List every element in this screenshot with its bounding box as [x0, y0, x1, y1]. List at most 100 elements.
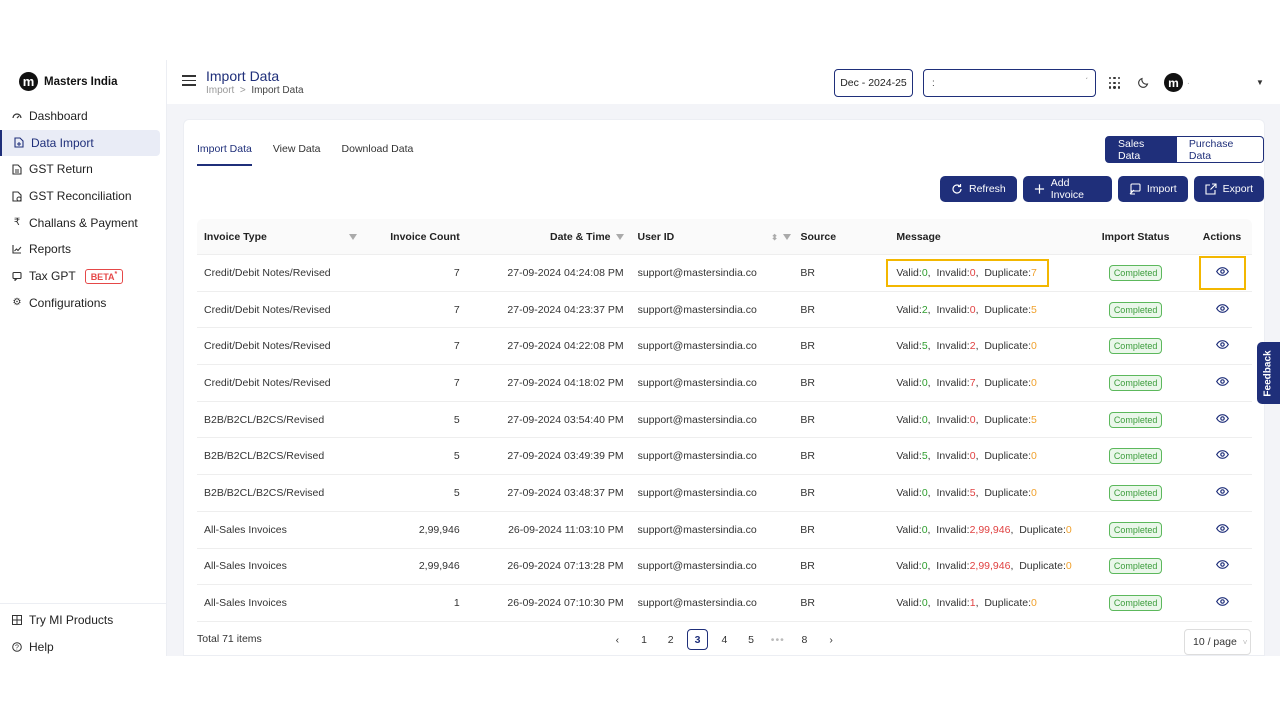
page-1[interactable]: 1 — [641, 633, 647, 646]
add-invoice-button[interactable]: Add Invoice — [1022, 176, 1112, 202]
refresh-button[interactable]: Refresh — [940, 176, 1017, 202]
valid-count: 0 — [921, 523, 928, 536]
view-eye-icon[interactable] — [1201, 368, 1244, 398]
sidebar-item-tax-gpt[interactable]: Tax GPT BETA* — [0, 263, 160, 289]
import-card: Import Data View Data Download Data Sale… — [183, 119, 1265, 656]
sidebar-item-label: Try MI Products — [29, 612, 114, 627]
duplicate-label: Duplicate: — [984, 597, 1032, 610]
cell-invoice-type: All-Sales Invoices — [204, 597, 287, 610]
page-4[interactable]: 4 — [721, 633, 728, 646]
status-badge: Completed — [1108, 595, 1163, 612]
status-badge: Completed — [1108, 484, 1163, 501]
cell-import-status: Completed — [1079, 264, 1192, 281]
cell-message: Valid:5, Invalid:2, Duplicate:0 — [889, 334, 1079, 358]
breadcrumb-import[interactable]: Import — [206, 85, 235, 96]
page-8[interactable]: 8 — [801, 633, 808, 646]
cell-user-id: support@mastersindia.co — [637, 413, 757, 426]
view-eye-icon[interactable] — [1201, 588, 1244, 618]
tab-download-data[interactable]: Download Data — [341, 143, 414, 155]
view-eye-icon[interactable] — [1201, 478, 1244, 508]
sidebar-item-gst-return[interactable]: GST Return — [0, 156, 160, 182]
valid-label: Valid: — [896, 303, 922, 316]
gstin-select[interactable]: : ˊ — [923, 69, 1096, 97]
breadcrumb-current: Import Data — [251, 85, 304, 96]
breadcrumb: Import > Import Data — [206, 85, 304, 96]
sidebar-item-help[interactable]: ? Help — [0, 634, 160, 661]
sidebar-item-label: GST Return — [29, 162, 93, 177]
status-badge: Completed — [1108, 521, 1163, 538]
sidebar-item-data-import[interactable]: Data Import — [0, 129, 160, 156]
sidebar-item-configurations[interactable]: ⚙ Configurations — [0, 290, 160, 316]
cell-message: Valid:0, Invalid:0, Duplicate:7 — [886, 258, 1079, 287]
period-select[interactable]: Dec - 2024-25 — [834, 69, 913, 97]
menu-toggle-icon[interactable] — [182, 75, 196, 89]
sales-data-button[interactable]: Sales Data — [1105, 136, 1177, 163]
page-3-current[interactable]: 3 — [687, 629, 709, 650]
header-invoice-type: Invoice Type — [197, 231, 357, 243]
invalid-label: Invalid: — [936, 597, 970, 610]
next-page-icon[interactable]: › — [829, 633, 833, 646]
avatar[interactable]: m — [1164, 73, 1183, 92]
sidebar-item-dashboard[interactable]: Dashboard — [0, 103, 160, 129]
sidebar-item-try-mi-products[interactable]: Try MI Products — [0, 606, 160, 633]
header-label: User ID — [637, 230, 675, 243]
valid-count: 0 — [921, 413, 928, 426]
sidebar-item-label: Data Import — [31, 135, 94, 150]
invalid-count: 0 — [969, 303, 976, 316]
view-eye-icon[interactable] — [1201, 405, 1244, 435]
view-eye-icon[interactable] — [1201, 295, 1244, 325]
prev-page-icon[interactable]: ‹ — [615, 633, 620, 646]
view-eye-icon[interactable] — [1201, 551, 1244, 581]
view-eye-icon[interactable] — [1201, 441, 1244, 471]
page-ellipsis[interactable]: ••• — [770, 633, 785, 646]
filter-icon[interactable] — [615, 233, 624, 240]
export-button[interactable]: Export — [1193, 176, 1264, 202]
user-menu-caret-icon[interactable]: ▼ — [1256, 78, 1264, 87]
filter-icon[interactable] — [348, 233, 357, 240]
tab-view-data[interactable]: View Data — [272, 143, 321, 155]
purchase-data-button[interactable]: Purchase Data — [1176, 136, 1264, 163]
invalid-label: Invalid: — [936, 486, 970, 499]
document-icon — [12, 164, 22, 175]
table-header: Invoice Type Invoice Count Date & Time U… — [197, 219, 1252, 255]
pagination: ‹ 1 2 3 4 5 ••• 8 › — [604, 629, 845, 650]
page-2[interactable]: 2 — [667, 633, 674, 646]
valid-count: 0 — [921, 486, 928, 499]
duplicate-label: Duplicate: — [984, 486, 1032, 499]
sidebar-item-gst-reconciliation[interactable]: GST Reconciliation — [0, 183, 160, 209]
invalid-label: Invalid: — [936, 523, 970, 536]
view-eye-icon[interactable] — [1201, 515, 1244, 545]
tab-import-data[interactable]: Import Data — [197, 143, 252, 166]
invalid-label: Invalid: — [936, 376, 970, 389]
import-button[interactable]: Import — [1117, 176, 1188, 202]
brand-logo[interactable]: m Masters India — [19, 72, 118, 91]
valid-label: Valid: — [896, 597, 922, 610]
view-eye-icon[interactable] — [1201, 331, 1244, 361]
cell-import-status: Completed — [1079, 521, 1192, 538]
cell-actions — [1192, 368, 1252, 398]
filter-icon[interactable] — [782, 233, 791, 240]
duplicate-label: Duplicate: — [984, 413, 1032, 426]
sidebar-item-reports[interactable]: Reports — [0, 236, 160, 262]
user-name[interactable]: . — [1187, 76, 1190, 87]
valid-count: 5 — [921, 340, 928, 353]
sort-icon[interactable]: ⬍ — [771, 232, 778, 242]
sidebar-item-challans-payment[interactable]: ₹ Challans & Payment — [0, 210, 160, 236]
sidebar: m Masters India Dashboard Data Import GS… — [0, 60, 167, 656]
apps-grid-icon[interactable] — [1109, 77, 1121, 89]
data-type-toggle: Sales Data Purchase Data — [1105, 136, 1264, 163]
page-size-select[interactable]: 10 / page ˅ — [1184, 629, 1251, 655]
cell-source: BR — [800, 597, 816, 610]
cell-actions — [1192, 441, 1252, 471]
page-5[interactable]: 5 — [748, 633, 755, 646]
feedback-button[interactable]: Feedback — [1257, 342, 1280, 404]
message-summary: Valid:0, Invalid:0, Duplicate:7 — [886, 258, 1049, 287]
view-eye-icon[interactable] — [1198, 255, 1246, 290]
chat-icon — [12, 271, 22, 282]
cell-actions — [1192, 515, 1252, 545]
header-invoice-count: Invoice Count — [390, 230, 460, 243]
dark-mode-icon[interactable] — [1138, 76, 1150, 91]
duplicate-label: Duplicate: — [984, 303, 1032, 316]
cell-invoice-type: All-Sales Invoices — [204, 560, 287, 573]
invalid-count: 0 — [969, 413, 976, 426]
